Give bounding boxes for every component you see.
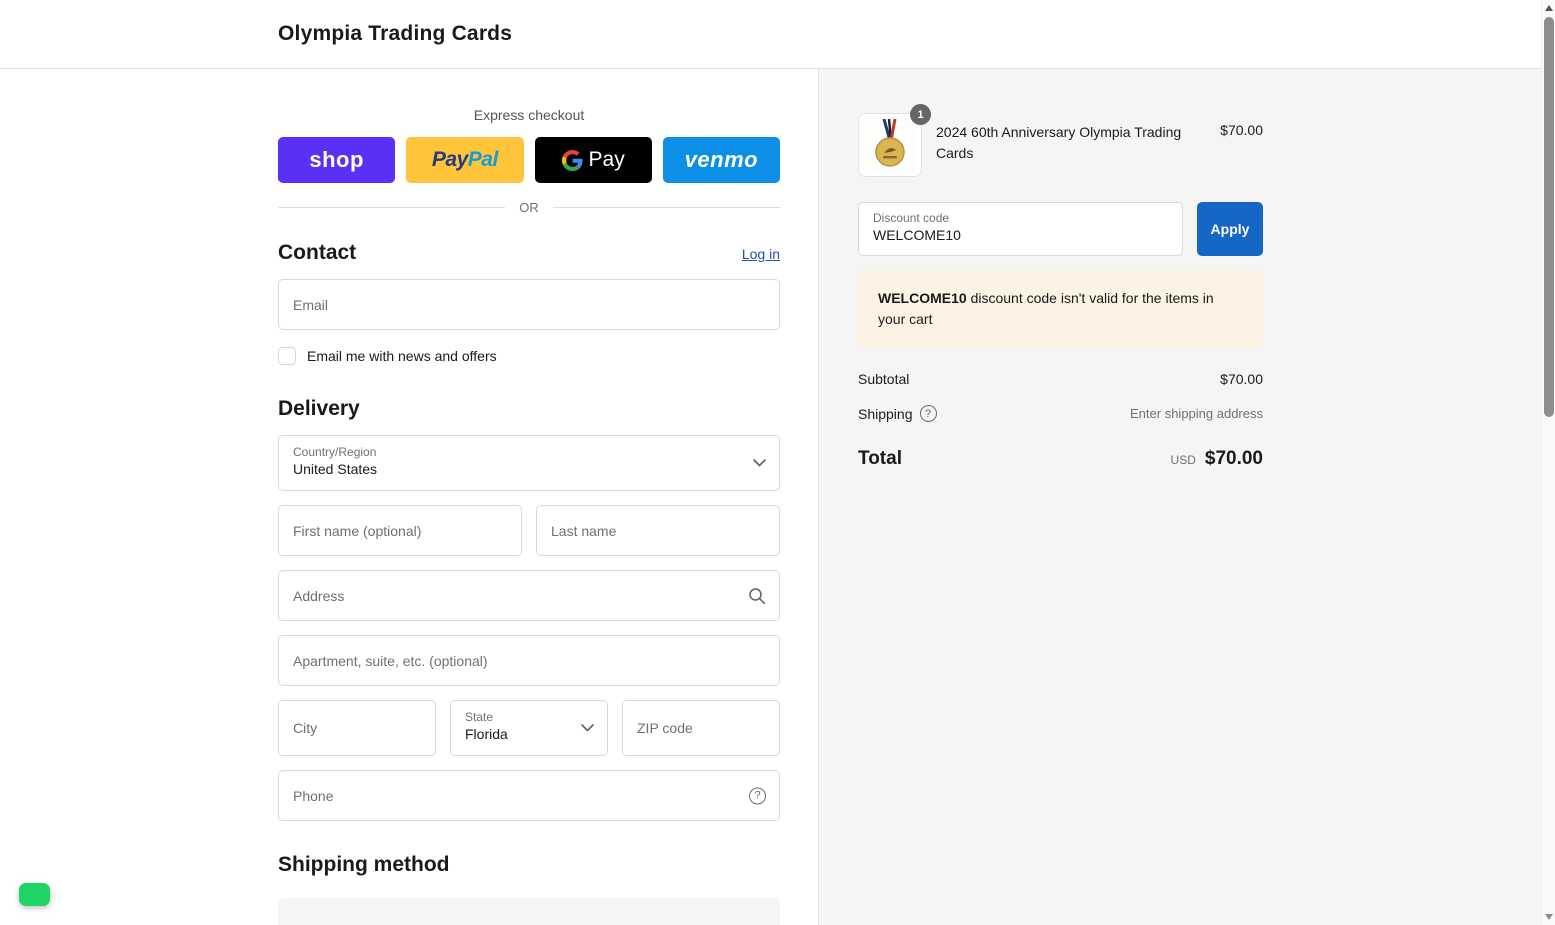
phone-input[interactable] — [279, 771, 779, 820]
google-pay-logo: Pay — [561, 148, 625, 172]
venmo-logo: venmo — [684, 147, 759, 172]
product-price: $70.00 — [1220, 122, 1263, 138]
city-field-wrap — [278, 700, 436, 756]
paypal-logo: PayPal — [431, 148, 498, 171]
medal-image — [864, 119, 916, 171]
email-input[interactable] — [279, 280, 779, 329]
subtotal-value: $70.00 — [1220, 371, 1263, 387]
shop-pay-button[interactable]: shop — [278, 137, 396, 183]
contact-heading: Contact — [278, 241, 357, 264]
discount-row: Discount code Apply — [858, 202, 1263, 256]
shipping-method-heading: Shipping method — [278, 853, 450, 876]
venmo-button[interactable]: venmo — [662, 137, 780, 183]
discount-label: Discount code — [873, 211, 950, 225]
newsletter-row: Email me with news and offers — [278, 347, 780, 365]
totals-section: Subtotal $70.00 Shipping ? Enter shippin… — [858, 371, 1263, 470]
delivery-heading: Delivery — [278, 397, 360, 420]
shipping-method-empty-box: Enter your shipping address to view avai… — [278, 898, 780, 925]
shop-logo: shop — [309, 147, 364, 172]
google-g-icon — [561, 149, 583, 171]
header: Olympia Trading Cards — [0, 0, 1555, 69]
last-name-input[interactable] — [537, 506, 779, 555]
shipping-label: Shipping — [858, 405, 913, 422]
newsletter-checkbox[interactable] — [278, 347, 296, 365]
subtotal-label: Subtotal — [858, 371, 910, 387]
total-amount: $70.00 — [1204, 448, 1263, 469]
shipping-value: Enter shipping address — [1130, 406, 1263, 421]
state-select[interactable]: State Florida — [450, 700, 608, 756]
address-field-wrap — [278, 570, 780, 621]
product-thumbnail — [858, 113, 922, 177]
apartment-field-wrap — [278, 635, 780, 686]
order-summary-panel: 1 2024 60th Anniversary Olympia Trading … — [818, 69, 1541, 925]
address-input[interactable] — [279, 571, 779, 620]
express-checkout-label: Express checkout — [473, 107, 585, 123]
phone-help-icon[interactable]: ? — [749, 787, 766, 804]
search-icon — [748, 587, 766, 605]
google-pay-button[interactable]: Pay — [534, 137, 652, 183]
scrollbar-track[interactable] — [1541, 0, 1555, 925]
discount-field-wrap: Discount code — [858, 202, 1183, 256]
country-select[interactable]: Country/Region United States — [278, 435, 780, 491]
chevron-down-icon — [753, 459, 766, 467]
product-title: 2024 60th Anniversary Olympia Trading Ca… — [936, 124, 1182, 161]
express-checkout-buttons: shop PayPal Pay — [278, 137, 780, 183]
login-link[interactable]: Log in — [741, 246, 780, 262]
zip-input[interactable] — [623, 701, 779, 755]
shipping-row: Shipping ? Enter shipping address — [858, 405, 1263, 422]
phone-field-wrap: ? — [278, 770, 780, 821]
store-title: Olympia Trading Cards — [278, 22, 513, 45]
apply-discount-button[interactable]: Apply — [1197, 202, 1263, 256]
cart-item-row: 1 2024 60th Anniversary Olympia Trading … — [858, 104, 1263, 177]
currency-code: USD — [1170, 453, 1196, 467]
zip-field-wrap — [622, 700, 780, 756]
discount-warning-banner: WELCOME10 discount code isn't valid for … — [858, 270, 1263, 348]
or-divider: OR — [278, 200, 780, 215]
scrollbar-thumb[interactable] — [1544, 17, 1554, 417]
paypal-button[interactable]: PayPal — [406, 137, 524, 183]
chevron-down-icon — [581, 724, 594, 732]
last-name-field-wrap — [536, 505, 780, 556]
scrollbar-down-arrow[interactable] — [1544, 914, 1553, 920]
email-field-wrap — [278, 279, 780, 330]
total-label: Total — [858, 448, 902, 469]
subtotal-row: Subtotal $70.00 — [858, 371, 1263, 387]
quantity-badge: 1 — [910, 104, 931, 125]
checkout-form-column: Express checkout shop PayPal — [0, 69, 818, 925]
city-input[interactable] — [279, 701, 435, 755]
chat-widget-button[interactable] — [19, 883, 50, 906]
shipping-help-icon[interactable]: ? — [919, 405, 937, 422]
scrollbar-up-arrow[interactable] — [1544, 5, 1553, 11]
first-name-input[interactable] — [279, 506, 521, 555]
apartment-input[interactable] — [279, 636, 779, 685]
first-name-field-wrap — [278, 505, 522, 556]
newsletter-label: Email me with news and offers — [307, 348, 497, 364]
discount-warning-message: discount code isn't valid for the items … — [878, 290, 1214, 327]
total-row: Total USD $70.00 — [858, 448, 1263, 470]
discount-code-input[interactable] — [873, 227, 1168, 243]
discount-warning-code: WELCOME10 — [878, 290, 967, 306]
